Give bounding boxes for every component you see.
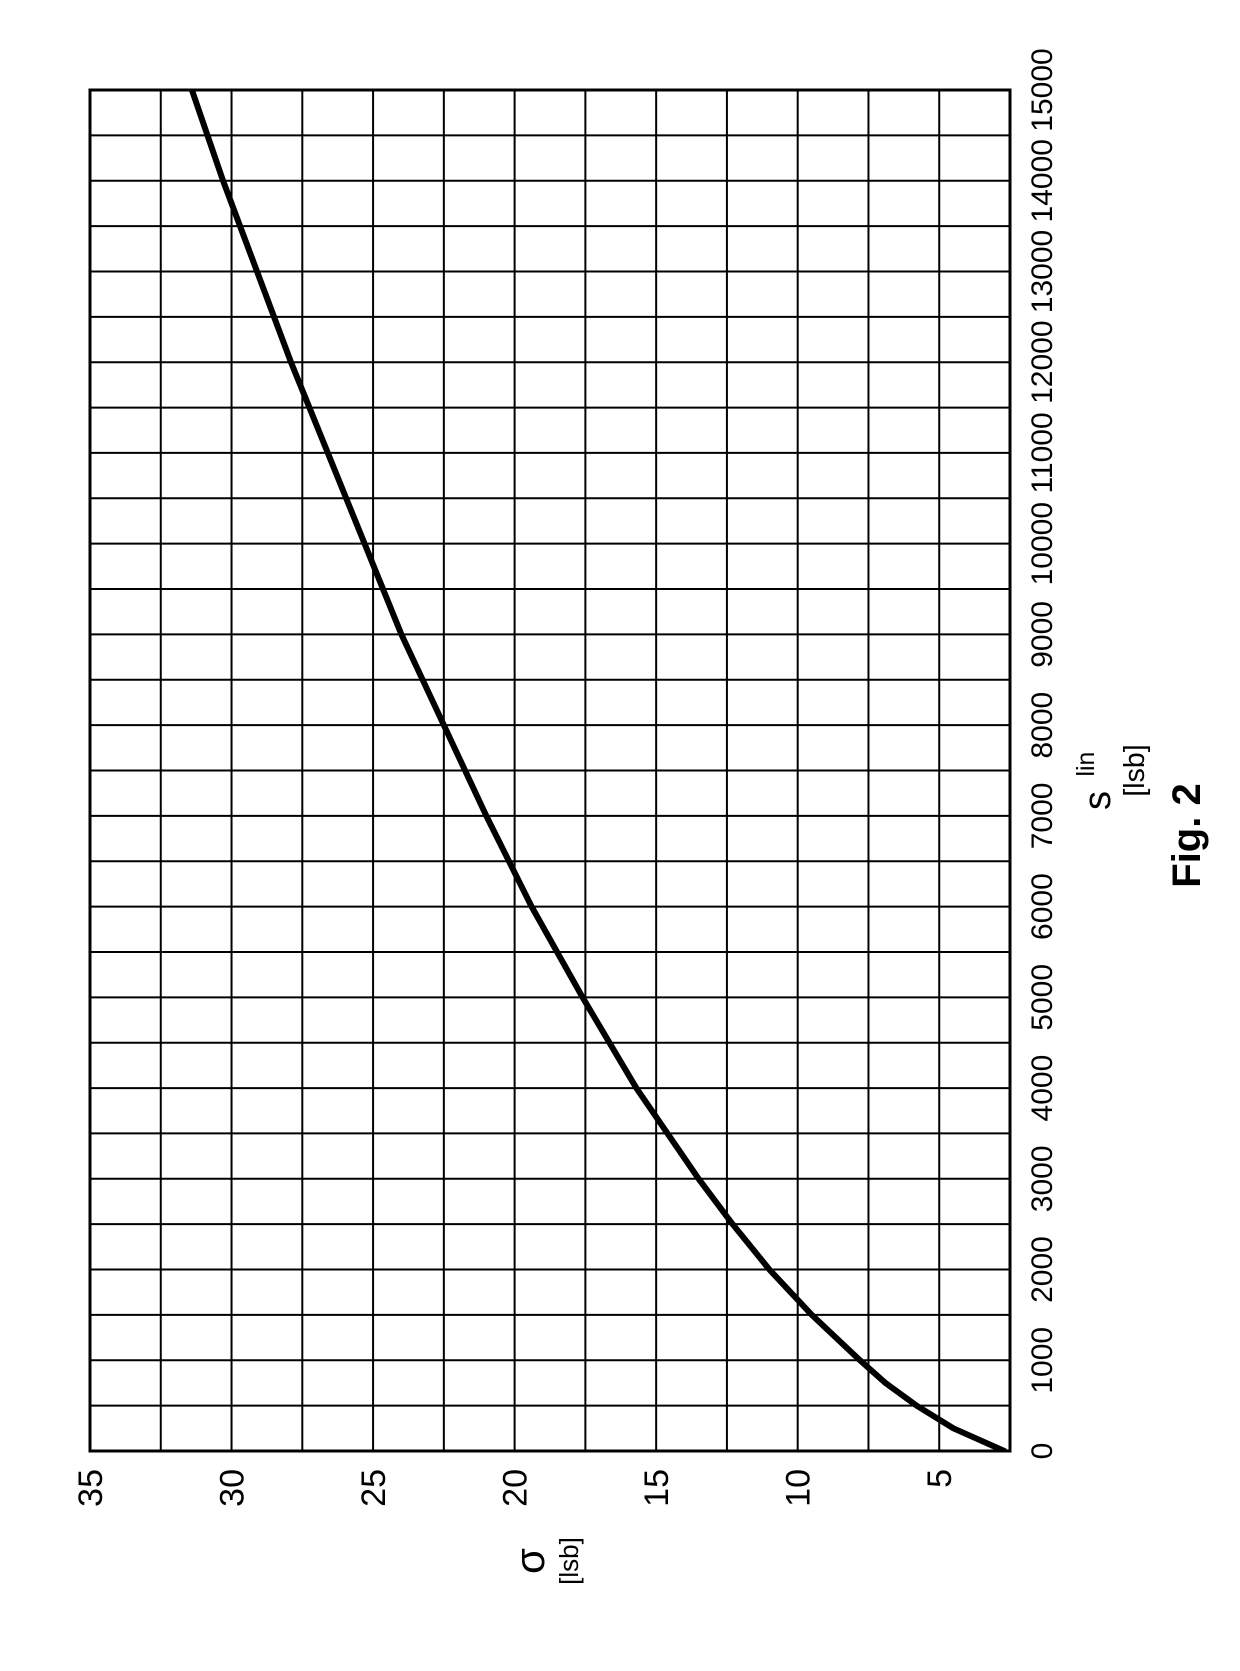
x-tick-label: 9000 xyxy=(1026,601,1059,668)
y-tick-label: 20 xyxy=(497,1469,535,1507)
x-tick-label: 8000 xyxy=(1026,692,1059,759)
page: 0 1000 2000 3000 4000 5000 6000 7000 8000 9000 100… xyxy=(0,0,1240,1671)
y-tick-label: 25 xyxy=(355,1469,393,1507)
noise-curve-chart: 0 1000 2000 3000 4000 5000 6000 7000 8000 9000 100… xyxy=(0,0,1240,1671)
y-tick-label: 5 xyxy=(921,1469,959,1488)
svg-text:lin: lin xyxy=(1073,752,1100,777)
x-tick-label: 7000 xyxy=(1026,782,1059,849)
rotated-figure-container: 0 1000 2000 3000 4000 5000 6000 7000 8000 9000 100… xyxy=(0,0,1240,1671)
x-tick-label: 5000 xyxy=(1026,964,1059,1031)
y-tick-label: 35 xyxy=(72,1469,110,1507)
svg-text:s: s xyxy=(1077,791,1119,810)
x-tick-label: 2000 xyxy=(1026,1236,1059,1303)
x-tick-label: 3000 xyxy=(1026,1145,1059,1212)
y-tick-label: 30 xyxy=(214,1469,252,1507)
x-tick-label: 10000 xyxy=(1026,502,1059,585)
x-tick-label: 6000 xyxy=(1026,873,1059,940)
figure-caption: Fig. 2 xyxy=(1165,783,1209,887)
x-tick-label: 1000 xyxy=(1026,1327,1059,1394)
svg-text:[lsb]: [lsb] xyxy=(1119,744,1151,796)
x-tick-label: 4000 xyxy=(1026,1055,1059,1122)
x-tick-label: 11000 xyxy=(1026,412,1059,493)
x-tick-label: 13000 xyxy=(1026,230,1059,313)
x-tick-label: 0 xyxy=(1026,1443,1059,1460)
svg-text:[lsb]: [lsb] xyxy=(554,1537,584,1585)
x-tick-label: 15000 xyxy=(1026,48,1059,131)
y-tick-label: 15 xyxy=(638,1469,676,1507)
y-tick-label: 10 xyxy=(780,1469,818,1507)
x-tick-label: 14000 xyxy=(1026,139,1059,222)
svg-text:σ: σ xyxy=(506,1548,553,1574)
x-tick-label: 12000 xyxy=(1026,320,1059,403)
